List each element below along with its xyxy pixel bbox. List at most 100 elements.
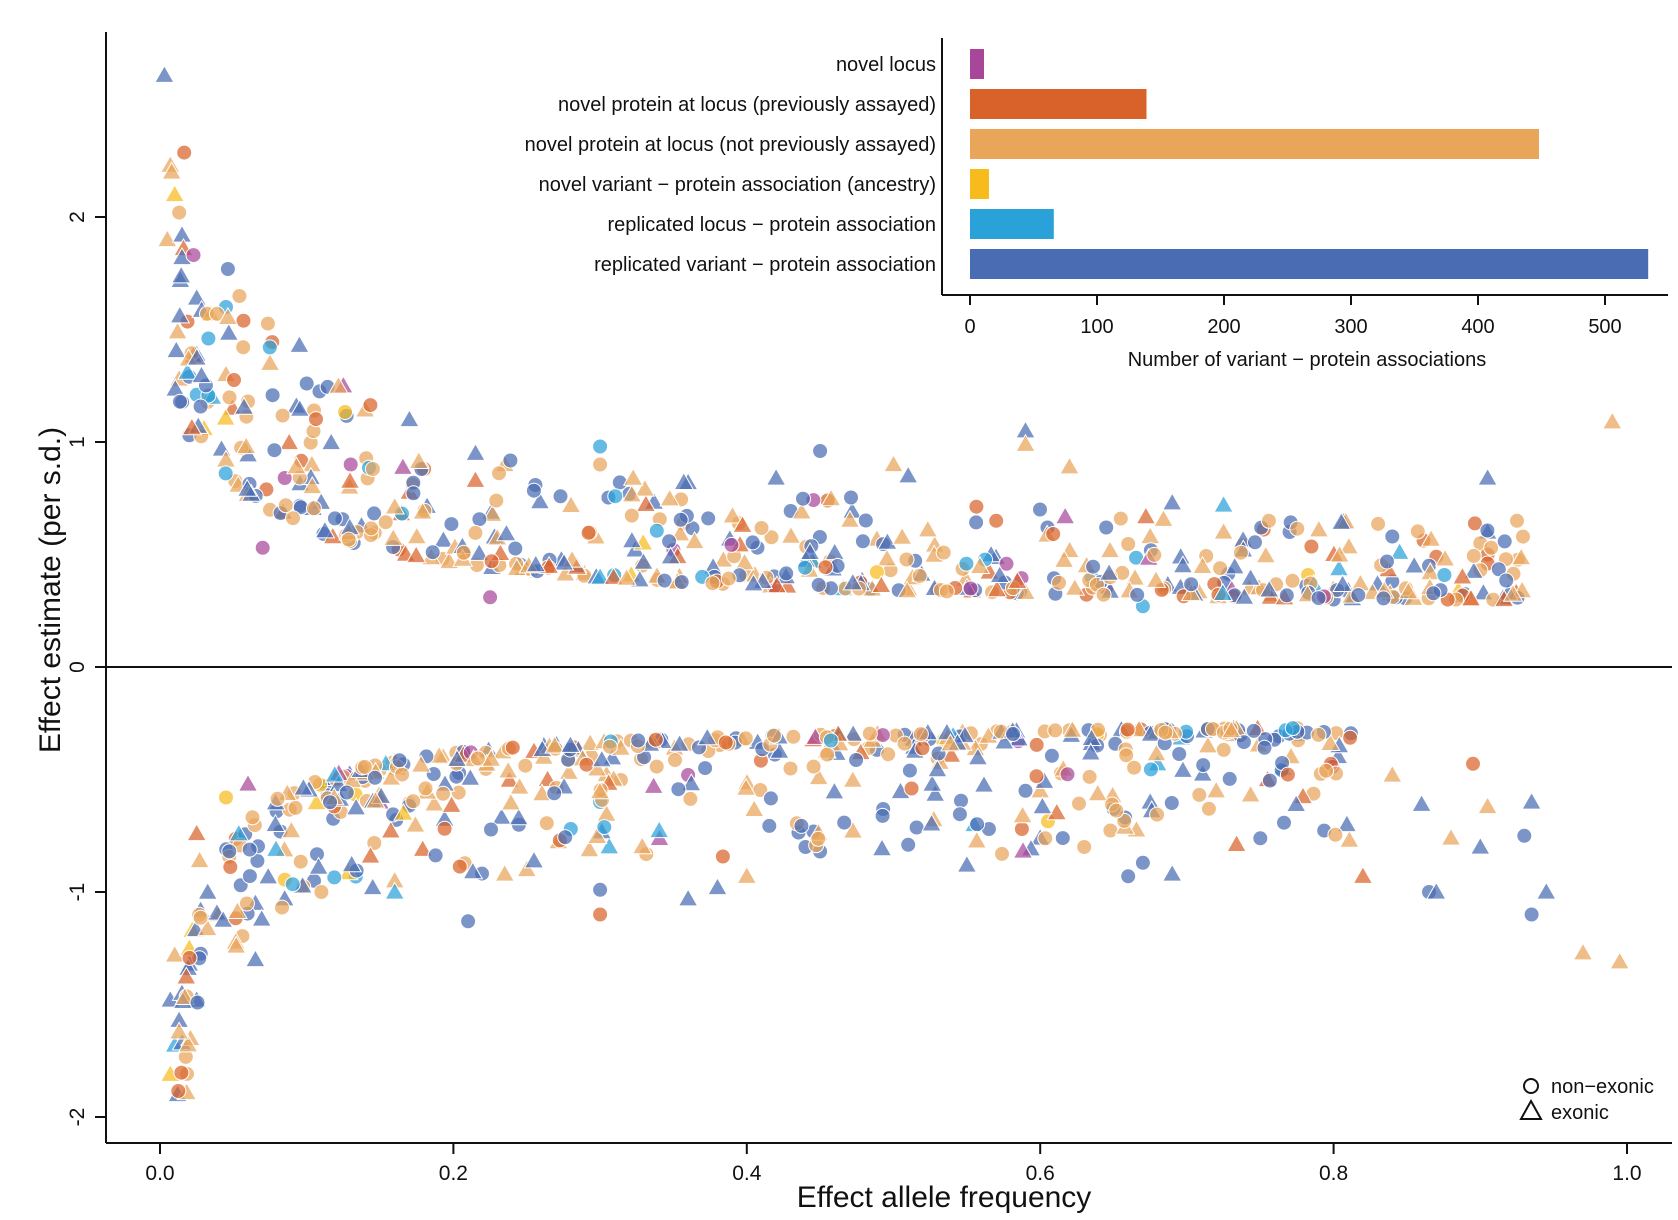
data-point — [1139, 525, 1161, 545]
legend-triangle-icon — [1519, 1098, 1543, 1120]
data-point — [525, 482, 542, 499]
data-point — [1028, 736, 1045, 753]
data-point — [1081, 768, 1098, 785]
data-point — [1327, 826, 1344, 843]
data-point — [1221, 770, 1238, 787]
data-point — [423, 793, 445, 812]
data-point — [451, 858, 468, 875]
data-point — [488, 492, 505, 509]
data-point — [596, 819, 613, 836]
data-point — [753, 520, 770, 536]
data-point — [969, 555, 991, 574]
inset-category-label: novel variant − protein association (anc… — [539, 174, 936, 196]
data-point — [181, 949, 198, 966]
data-point — [382, 527, 404, 546]
data-point — [1381, 764, 1403, 783]
data-point — [670, 781, 687, 798]
y-tick-label: -2 — [66, 1108, 89, 1127]
data-point — [603, 566, 624, 585]
data-point — [320, 431, 342, 451]
data-point — [797, 559, 814, 576]
data-point — [360, 845, 381, 864]
data-point — [165, 339, 187, 359]
data-point — [1352, 865, 1374, 884]
data-point — [968, 498, 985, 515]
data-point — [592, 456, 609, 473]
data-point — [362, 397, 379, 414]
data-point — [592, 906, 609, 923]
data-point — [1465, 547, 1482, 564]
data-point — [874, 807, 891, 824]
data-point — [1285, 793, 1307, 812]
data-point — [538, 815, 555, 832]
data-point — [1098, 562, 1120, 581]
data-point — [621, 530, 643, 549]
data-point — [1135, 506, 1157, 525]
data-point — [1059, 766, 1076, 783]
data-point — [322, 794, 338, 811]
x-tick-label: 1.0 — [1612, 1162, 1641, 1185]
data-point — [560, 494, 582, 513]
shape-legend: non−exonic exonic — [1519, 1076, 1654, 1124]
data-point — [1213, 494, 1234, 513]
legend-circle-icon — [1523, 1078, 1539, 1094]
data-point — [265, 838, 287, 857]
data-point — [908, 819, 925, 836]
data-point — [459, 767, 481, 786]
data-point — [324, 764, 346, 783]
data-point — [935, 544, 952, 561]
data-point — [766, 727, 782, 744]
data-point — [560, 734, 581, 753]
data-point — [468, 542, 490, 561]
data-point — [301, 475, 323, 495]
data-point — [1289, 520, 1306, 537]
data-point — [940, 733, 961, 752]
data-point — [221, 389, 238, 406]
data-point — [723, 536, 740, 553]
x-axis-title: Effect allele frequency — [797, 1181, 1092, 1214]
data-point — [1071, 795, 1087, 812]
data-point — [622, 467, 644, 486]
data-point — [793, 817, 810, 834]
data-point — [1332, 573, 1353, 592]
data-point — [820, 488, 842, 507]
data-point — [1102, 822, 1119, 839]
data-point — [1403, 555, 1425, 574]
data-point — [927, 759, 948, 778]
data-point — [405, 544, 427, 564]
data-point — [1477, 467, 1498, 486]
data-point — [170, 265, 192, 284]
data-point — [171, 204, 188, 221]
data-point — [345, 797, 367, 816]
data-point — [1119, 721, 1136, 738]
data-point — [956, 854, 978, 873]
data-point — [896, 735, 913, 752]
data-point — [1233, 586, 1255, 605]
data-point — [871, 837, 893, 857]
data-point — [697, 760, 714, 777]
data-point — [172, 393, 188, 410]
data-point — [634, 478, 656, 497]
legend-label-exonic: exonic — [1551, 1102, 1609, 1124]
data-point — [744, 534, 761, 551]
data-point — [284, 876, 301, 893]
data-point — [1124, 567, 1146, 586]
x-tick-label: 0.4 — [732, 1162, 762, 1185]
data-point — [743, 798, 765, 817]
data-point — [483, 821, 499, 838]
data-point — [1120, 868, 1137, 885]
data-point — [175, 966, 197, 985]
data-point — [393, 802, 414, 821]
data-point — [1053, 549, 1075, 568]
data-point — [810, 576, 827, 593]
inset-x-tick-label: 400 — [1461, 316, 1494, 338]
data-point — [870, 574, 892, 593]
data-point — [1064, 577, 1086, 596]
data-point — [682, 790, 699, 807]
data-point — [857, 512, 874, 529]
inset-x-axis-title: Number of variant − protein associations — [1128, 349, 1487, 371]
data-point — [1256, 739, 1273, 756]
data-point — [465, 442, 486, 461]
data-point — [337, 404, 354, 420]
